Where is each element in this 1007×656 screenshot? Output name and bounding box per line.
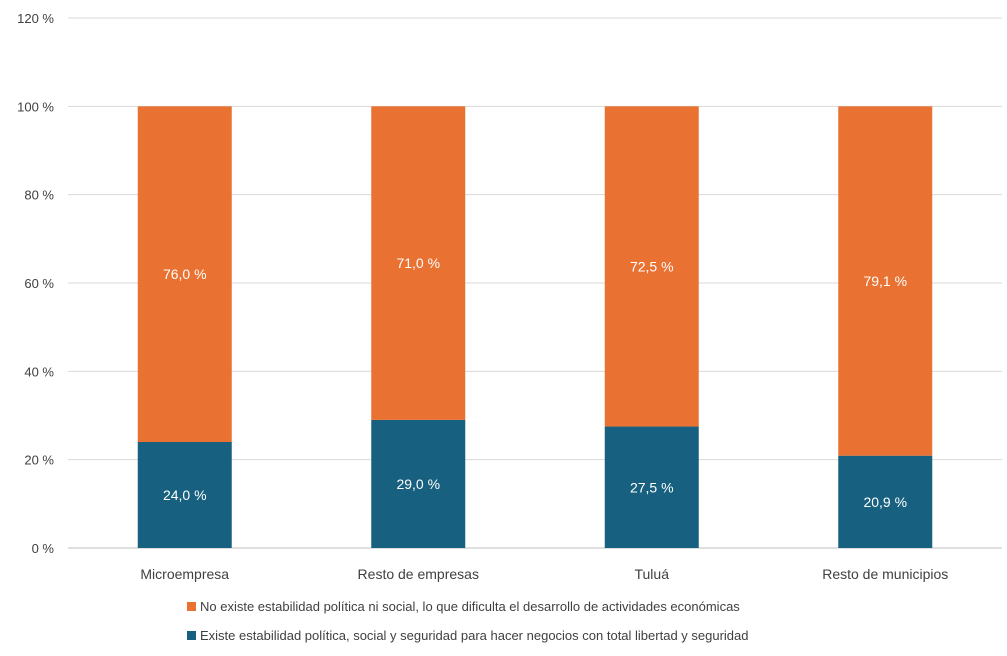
data-label: 29,0 % xyxy=(396,476,440,492)
data-label: 79,1 % xyxy=(863,273,907,289)
legend-label-existe: Existe estabilidad política, social y se… xyxy=(200,628,749,643)
legend-item-existe: Existe estabilidad política, social y se… xyxy=(187,628,749,643)
bar-segment-no-existe xyxy=(371,106,466,420)
y-tick-label: 120 % xyxy=(17,11,54,26)
data-label: 27,5 % xyxy=(630,479,674,495)
legend-item-no-existe: No existe estabilidad política ni social… xyxy=(187,599,740,614)
y-tick-label: 80 % xyxy=(24,188,54,203)
y-tick-label: 20 % xyxy=(24,453,54,468)
bar-segment-existe xyxy=(604,426,699,548)
legend-label-no-existe: No existe estabilidad política ni social… xyxy=(200,599,740,614)
category-label: Tuluá xyxy=(634,566,669,582)
data-label: 71,0 % xyxy=(396,255,440,271)
x-axis: Microempresa Resto de empresas Tuluá Resto … xyxy=(140,566,948,582)
bars xyxy=(137,106,933,548)
data-label: 20,9 % xyxy=(863,494,907,510)
y-tick-label: 0 % xyxy=(32,541,55,556)
data-label: 76,0 % xyxy=(163,266,207,282)
category-label: Resto de empresas xyxy=(358,566,479,582)
data-label: 24,0 % xyxy=(163,487,207,503)
legend-swatch-orange xyxy=(187,602,196,611)
bar-segment-existe xyxy=(371,419,466,548)
stacked-bar-chart: 0 % 20 % 40 % 60 % 80 % 100 % 120 % 24,0 % 76,0… xyxy=(17,11,1002,582)
bar-segment-existe xyxy=(838,455,933,548)
data-label: 72,5 % xyxy=(630,258,674,274)
category-label: Resto de municipios xyxy=(822,566,948,582)
y-tick-label: 100 % xyxy=(17,99,54,114)
y-tick-label: 60 % xyxy=(24,276,54,291)
bar-segment-no-existe xyxy=(604,106,699,427)
category-label: Microempresa xyxy=(140,566,229,582)
bar-segment-no-existe xyxy=(137,106,232,442)
y-tick-label: 40 % xyxy=(24,364,54,379)
legend-swatch-blue xyxy=(187,631,196,640)
data-labels: 24,0 % 76,0 % 29,0 % 71,0 % 27,5 % 72,5 % 20,9… xyxy=(163,255,907,510)
bar-segment-no-existe xyxy=(838,106,933,456)
bar-segment-existe xyxy=(137,442,232,548)
y-axis: 0 % 20 % 40 % 60 % 80 % 100 % 120 % xyxy=(17,11,54,556)
